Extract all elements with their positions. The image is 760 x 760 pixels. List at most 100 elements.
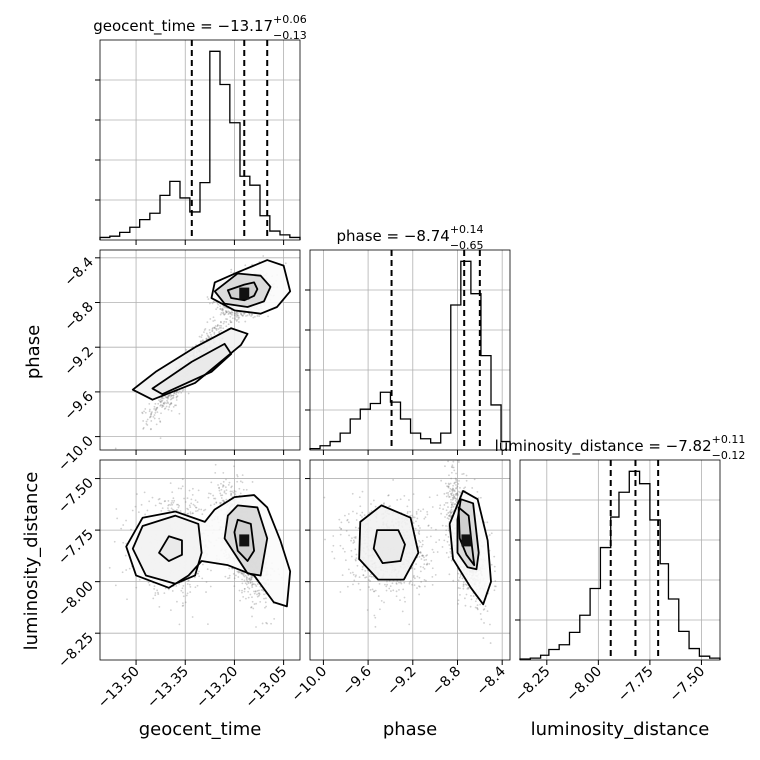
sample-point	[186, 512, 189, 515]
sample-point	[125, 519, 127, 522]
sample-point	[245, 315, 247, 317]
sample-point	[153, 588, 156, 590]
sample-point	[241, 589, 243, 592]
sample-point	[152, 415, 155, 418]
scatter-panel-geocent-time-vs-luminosity-distance: −13.50 −13.35 −13.20 −13.05−8.25−8.00−7.75−…	[55, 459, 301, 712]
sample-point	[151, 496, 154, 499]
sample-point	[142, 427, 145, 430]
hist-panel-luminosity-distance: −8.25 −8.00 −7.75 −7.50luminosity_distance …	[495, 433, 746, 705]
sample-point	[231, 311, 234, 314]
sample-point	[196, 572, 199, 575]
sample-point	[239, 492, 242, 495]
sample-point	[219, 307, 222, 310]
sample-point	[233, 312, 236, 315]
sample-point	[152, 597, 155, 600]
sample-point	[166, 396, 169, 399]
sample-point	[164, 587, 167, 590]
sample-point	[194, 586, 197, 589]
sample-point	[225, 325, 228, 328]
sample-point	[215, 329, 218, 331]
sample-point	[243, 587, 246, 590]
sample-point	[239, 311, 242, 314]
sample-point	[423, 563, 426, 566]
sample-point	[141, 412, 144, 415]
sample-point	[180, 589, 183, 592]
sample-point	[209, 318, 212, 320]
sample-point	[193, 576, 196, 579]
sample-point	[265, 597, 267, 600]
sample-point	[166, 399, 168, 402]
sample-point	[238, 316, 241, 319]
sample-point	[215, 327, 218, 330]
title-geocent-time: geocent_time = −13.17+0.06	[93, 13, 307, 36]
sample-point	[146, 424, 149, 426]
sample-point	[205, 337, 208, 340]
sample-point	[150, 412, 153, 414]
sample-point	[136, 493, 138, 495]
sample-point	[154, 594, 157, 597]
sample-point	[205, 338, 208, 340]
sample-point	[425, 558, 428, 561]
sample-point	[170, 394, 173, 397]
x-tick-label-geocent-time: −13.50	[95, 664, 143, 712]
sample-point	[169, 609, 172, 612]
sample-point	[267, 315, 269, 318]
sample-point	[220, 326, 223, 329]
sample-point	[176, 503, 178, 506]
sample-point	[243, 312, 246, 315]
sample-point	[126, 598, 128, 601]
sample-point	[125, 569, 128, 571]
sample-point	[211, 329, 214, 332]
sample-point	[162, 405, 165, 408]
sample-point	[211, 302, 214, 305]
x-tick-label-luminosity-distance: −7.75	[615, 664, 657, 706]
sample-point	[207, 496, 210, 499]
sample-point	[176, 509, 178, 511]
sample-point	[261, 622, 264, 625]
density-fill	[132, 515, 202, 584]
sample-point	[265, 605, 268, 608]
sample-point	[219, 308, 222, 311]
sample-point	[225, 311, 228, 314]
sample-point	[248, 587, 251, 590]
sample-point	[248, 578, 251, 580]
sample-point	[241, 474, 244, 477]
sample-point	[148, 408, 151, 411]
sample-point	[169, 394, 172, 396]
sample-point	[251, 576, 253, 579]
sample-point	[146, 418, 149, 421]
title-phase: phase = −8.74+0.14	[336, 223, 483, 245]
sample-point	[182, 388, 185, 391]
sample-point	[201, 339, 204, 342]
sample-point	[258, 593, 261, 596]
sample-point	[264, 606, 266, 609]
sample-point	[239, 599, 241, 602]
sample-point	[167, 397, 169, 400]
sample-point	[196, 501, 199, 504]
sample-point	[217, 484, 219, 486]
sample-point	[148, 402, 151, 405]
sample-point	[201, 334, 203, 337]
sample-point	[199, 341, 202, 343]
sample-point	[153, 414, 156, 416]
sample-point	[167, 396, 169, 399]
sample-point	[261, 588, 264, 591]
sample-point	[258, 589, 260, 592]
sample-point	[235, 312, 238, 315]
sample-point	[174, 404, 176, 407]
sample-point	[244, 320, 247, 323]
sample-point	[155, 407, 158, 410]
sample-point	[258, 592, 261, 595]
sample-point	[252, 583, 255, 585]
sample-point	[253, 315, 256, 318]
sample-point	[228, 311, 231, 313]
sample-point	[227, 313, 230, 316]
sample-point	[246, 580, 249, 583]
sample-point	[241, 582, 244, 585]
sample-point	[161, 396, 163, 399]
sample-point	[157, 498, 160, 501]
sample-point	[220, 311, 223, 314]
sample-point	[154, 504, 157, 507]
sample-point	[245, 576, 248, 578]
sample-point	[187, 508, 190, 511]
